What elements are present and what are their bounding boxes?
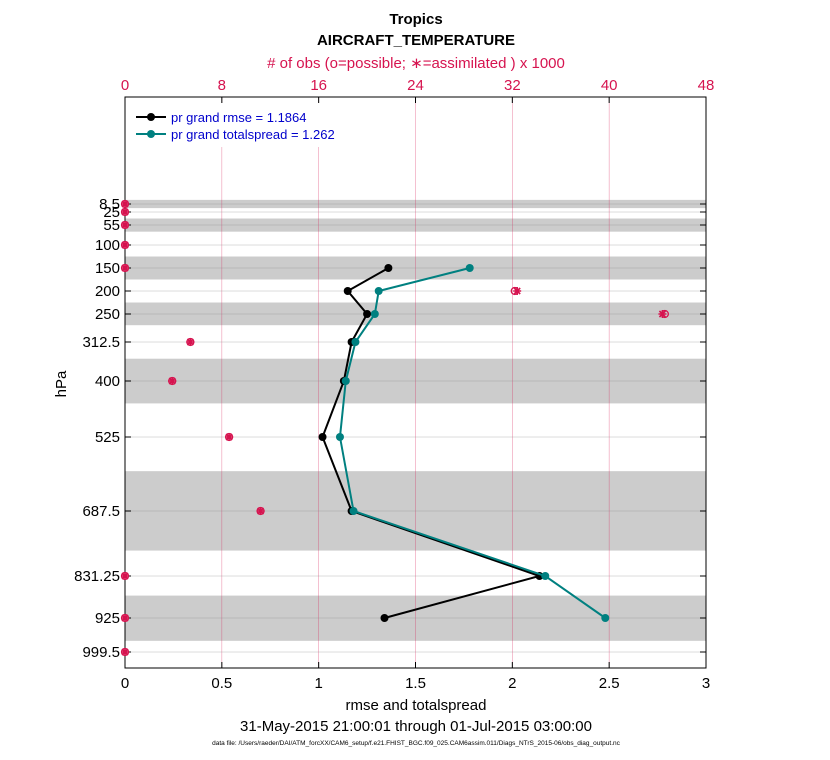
y-tick-label: 25 — [103, 204, 120, 221]
top-axis: 0 8 16 24 32 40 48 — [121, 77, 715, 94]
top-tick-label: 16 — [310, 77, 327, 94]
top-tick-label: 8 — [218, 77, 226, 94]
x-tick-label: 3 — [702, 675, 710, 692]
x-tick-label: 1 — [314, 675, 322, 692]
x-axis-label: rmse and totalspread — [346, 697, 487, 714]
obs-assimilated-marker — [121, 221, 129, 229]
obs-assimilated-marker — [186, 338, 195, 346]
series-point-1 — [601, 614, 610, 622]
legend: pr grand rmse = 1.1864 pr grand totalspre… — [130, 103, 362, 147]
y-tick-label: 250 — [95, 306, 120, 323]
top-axis-label: # of obs (o=possible; ∗=assimilated ) x … — [267, 55, 565, 72]
legend-entry: pr grand rmse = 1.1864 — [171, 110, 307, 125]
series-point-0 — [363, 310, 372, 318]
x-tick-label: 1.5 — [405, 675, 426, 692]
y-tick-label: 687.5 — [82, 503, 120, 520]
top-tick-label: 32 — [504, 77, 521, 94]
obs-assimilated-marker — [658, 310, 667, 318]
y-tick-label: 100 — [95, 237, 120, 254]
legend-swatch-marker — [147, 130, 155, 138]
y-tick-label: 925 — [95, 610, 120, 627]
obs-assimilated-marker — [121, 614, 129, 622]
obs-assimilated-marker — [121, 241, 129, 249]
bottom-axis: 0 0.5 1 1.5 2 2.5 3 — [121, 97, 710, 692]
y-tick-label: 8.5 — [99, 196, 120, 213]
obs-assimilated-marker — [168, 377, 177, 385]
date-range: 31-May-2015 21:00:01 through 01-Jul-2015… — [240, 718, 592, 735]
series-point-0 — [384, 264, 393, 272]
series-point-0 — [343, 287, 352, 295]
y-tick-label: 831.25 — [74, 568, 120, 585]
y-tick-label: 525 — [95, 429, 120, 446]
x-tick-label: 2 — [508, 675, 516, 692]
y-axis-label: hPa — [53, 370, 70, 397]
obs-count-markers — [120, 199, 669, 657]
obs-assimilated-marker — [225, 433, 234, 441]
obs-assimilated-marker — [121, 208, 129, 216]
series-point-1 — [465, 264, 474, 272]
y-tick-label: 400 — [95, 373, 120, 390]
x-tick-label: 0 — [121, 675, 129, 692]
data-file-footer: data file: /Users/raeder/DAI/ATM_forcXX/… — [212, 740, 621, 747]
obs-assimilated-marker — [121, 572, 129, 580]
obs-assimilated-marker — [121, 200, 129, 208]
series-lines — [318, 264, 610, 622]
obs-assimilated-marker — [121, 264, 129, 272]
top-tick-label: 24 — [407, 77, 424, 94]
legend-box — [130, 103, 362, 147]
series-point-1 — [349, 507, 358, 515]
y-tick-label: 150 — [95, 260, 120, 277]
series-point-1 — [335, 433, 344, 441]
series-point-0 — [380, 614, 389, 622]
top-tick-label: 40 — [601, 77, 618, 94]
grid-lines — [125, 97, 706, 668]
chart-title: Tropics — [389, 11, 442, 28]
legend-swatch-marker — [147, 113, 155, 121]
y-tick-label: 312.5 — [82, 334, 120, 351]
y-tick-label: 55 — [103, 217, 120, 234]
series-point-1 — [370, 310, 379, 318]
obs-assimilated-marker — [256, 507, 265, 515]
legend-entry: pr grand totalspread = 1.262 — [171, 127, 335, 142]
series-point-1 — [541, 572, 550, 580]
y-tick-label: 200 — [95, 283, 120, 300]
y-tick-label: 999.5 — [82, 644, 120, 661]
top-tick-label: 48 — [698, 77, 715, 94]
obs-assimilated-marker — [513, 287, 522, 295]
x-tick-label: 2.5 — [599, 675, 620, 692]
top-tick-label: 0 — [121, 77, 129, 94]
obs-assimilated-marker — [121, 648, 129, 656]
series-point-1 — [374, 287, 383, 295]
series-point-1 — [341, 377, 350, 385]
series-point-0 — [318, 433, 327, 441]
x-tick-label: 0.5 — [211, 675, 232, 692]
chart-subtitle: AIRCRAFT_TEMPERATURE — [317, 32, 515, 49]
series-point-1 — [351, 338, 360, 346]
